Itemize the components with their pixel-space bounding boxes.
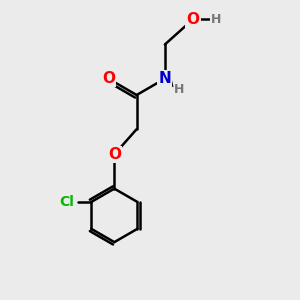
Text: O: O bbox=[108, 147, 121, 162]
Text: N: N bbox=[158, 71, 171, 86]
Text: O: O bbox=[102, 71, 115, 86]
Text: H: H bbox=[211, 13, 221, 26]
Text: Cl: Cl bbox=[59, 195, 74, 209]
Text: H: H bbox=[174, 82, 185, 96]
Text: O: O bbox=[187, 12, 200, 27]
